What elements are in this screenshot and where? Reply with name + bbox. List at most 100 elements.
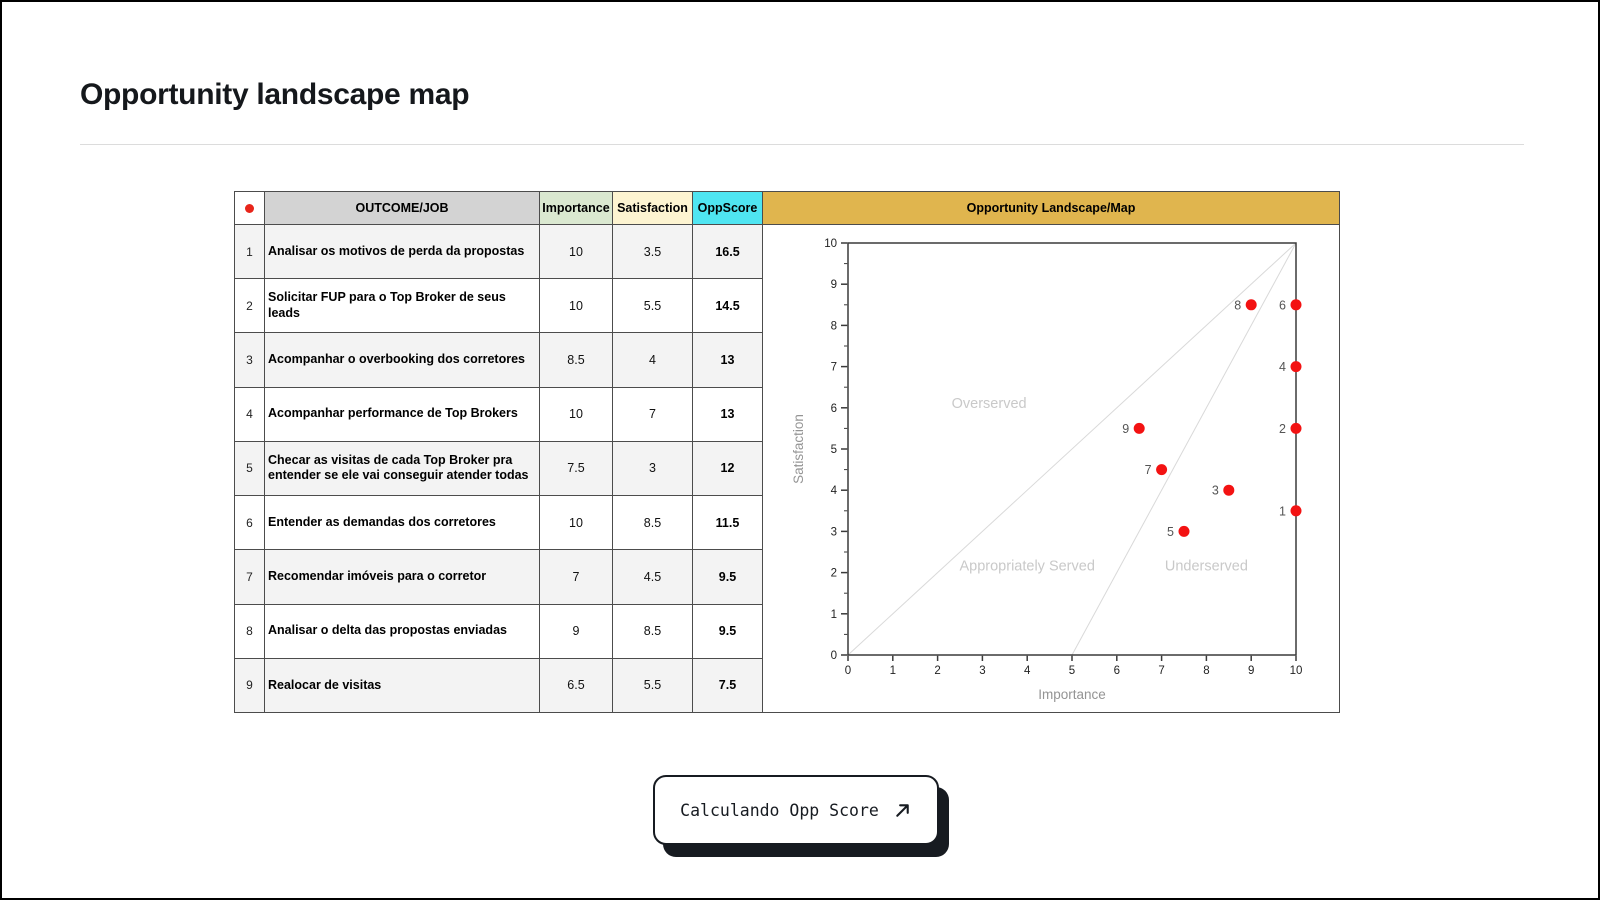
x-tick-label: 3 bbox=[979, 665, 985, 677]
table-row: 7 Recomendar imóveis para o corretor 7 4.5 9… bbox=[234, 549, 763, 605]
scatter-point bbox=[1290, 299, 1302, 311]
outcome-cell: Acompanhar o overbooking dos corretores bbox=[264, 332, 540, 388]
oppscore-cell: 12 bbox=[692, 440, 763, 497]
scatter-point bbox=[1178, 525, 1190, 537]
title-divider bbox=[80, 144, 1524, 145]
importance-cell: 10 bbox=[539, 495, 613, 551]
table-row: 8 Analisar o delta das propostas enviadas… bbox=[234, 603, 763, 659]
y-tick-label: 5 bbox=[831, 444, 837, 456]
outcome-cell: Acompanhar performance de Top Brokers bbox=[264, 386, 540, 442]
scatter-point bbox=[1133, 422, 1145, 434]
opportunity-panel: OUTCOME/JOB Importance Satisfaction OppS… bbox=[234, 191, 1340, 714]
calculate-opp-score-button[interactable]: Calculando Opp Score bbox=[653, 775, 939, 845]
importance-header-cell: Importance bbox=[539, 191, 613, 225]
x-tick-label: 1 bbox=[890, 665, 896, 677]
reference-line bbox=[847, 242, 1297, 656]
zone-label: Overserved bbox=[952, 396, 1027, 412]
plot-frame bbox=[847, 242, 1297, 656]
zone-label: Underserved bbox=[1165, 559, 1248, 575]
y-tick-label: 2 bbox=[831, 568, 837, 580]
y-tick-label: 4 bbox=[831, 485, 838, 497]
scatter-point-label: 3 bbox=[1212, 484, 1219, 498]
row-number: 3 bbox=[234, 332, 265, 388]
row-number: 5 bbox=[234, 440, 265, 497]
table-row: 3 Acompanhar o overbooking dos corretores… bbox=[234, 332, 763, 388]
oppscore-cell: 16.5 bbox=[692, 223, 763, 280]
oppscore-cell: 11.5 bbox=[692, 495, 763, 551]
importance-cell: 8.5 bbox=[539, 332, 613, 388]
y-tick-label: 0 bbox=[831, 650, 837, 662]
outcome-table: OUTCOME/JOB Importance Satisfaction OppS… bbox=[234, 191, 763, 714]
satisfaction-cell: 3.5 bbox=[612, 223, 693, 280]
y-axis-title: Satisfaction bbox=[791, 414, 806, 484]
oppscore-cell: 13 bbox=[692, 332, 763, 388]
scatter-point bbox=[1290, 361, 1302, 373]
oppscore-cell: 7.5 bbox=[692, 657, 763, 714]
outcome-cell: Analisar os motivos de perda da proposta… bbox=[264, 223, 540, 280]
x-tick-label: 2 bbox=[934, 665, 940, 677]
x-tick-label: 10 bbox=[1290, 665, 1303, 677]
y-tick-label: 10 bbox=[824, 238, 837, 250]
row-number: 8 bbox=[234, 603, 265, 659]
scatter-point bbox=[1245, 299, 1257, 311]
oppscore-cell: 13 bbox=[692, 386, 763, 442]
outcome-cell: Recomendar imóveis para o corretor bbox=[264, 549, 540, 605]
scatter-point-label: 2 bbox=[1279, 422, 1286, 436]
x-tick-label: 9 bbox=[1248, 665, 1254, 677]
table-row: 2 Solicitar FUP para o Top Broker de seus… bbox=[234, 278, 763, 334]
satisfaction-cell: 5.5 bbox=[612, 657, 693, 714]
satisfaction-cell: 7 bbox=[612, 386, 693, 442]
scatter-point bbox=[1223, 484, 1235, 496]
importance-cell: 7.5 bbox=[539, 440, 613, 497]
x-tick-label: 6 bbox=[1114, 665, 1120, 677]
satisfaction-cell: 4.5 bbox=[612, 549, 693, 605]
row-number: 2 bbox=[234, 278, 265, 334]
oppscore-cell: 14.5 bbox=[692, 278, 763, 334]
satisfaction-cell: 5.5 bbox=[612, 278, 693, 334]
scatter-point bbox=[1290, 505, 1302, 517]
chart-title: Opportunity Landscape/Map bbox=[763, 192, 1339, 225]
row-number: 7 bbox=[234, 549, 265, 605]
scatter-point-label: 1 bbox=[1279, 504, 1286, 518]
table-row: 1 Analisar os motivos de perda da propost… bbox=[234, 223, 763, 280]
page-title: Opportunity landscape map bbox=[80, 78, 470, 111]
satisfaction-cell: 3 bbox=[612, 440, 693, 497]
reference-line bbox=[1071, 242, 1297, 656]
y-tick-label: 3 bbox=[831, 526, 837, 538]
oppscore-header-cell: OppScore bbox=[692, 191, 763, 225]
y-tick-label: 1 bbox=[831, 609, 837, 621]
red-dot-icon bbox=[245, 204, 254, 214]
arrow-up-right-icon bbox=[896, 803, 909, 817]
satisfaction-cell: 8.5 bbox=[612, 603, 693, 659]
satisfaction-cell: 4 bbox=[612, 332, 693, 388]
importance-cell: 10 bbox=[539, 278, 613, 334]
row-number: 4 bbox=[234, 386, 265, 442]
scatter-point-label: 5 bbox=[1167, 525, 1174, 539]
outcome-header-cell: OUTCOME/JOB bbox=[264, 191, 540, 225]
zone-label: Appropriately Served bbox=[959, 559, 1094, 575]
scatter-point bbox=[1156, 464, 1168, 476]
outcome-cell: Checar as visitas de cada Top Broker pra… bbox=[264, 440, 540, 497]
opportunity-scatter-chart: Overserved Appropriately Served Underserve… bbox=[791, 238, 1303, 702]
x-axis-title: Importance bbox=[1038, 687, 1106, 702]
satisfaction-cell: 8.5 bbox=[612, 495, 693, 551]
oppscore-cell: 9.5 bbox=[692, 603, 763, 659]
table-header-row: OUTCOME/JOB Importance Satisfaction OppS… bbox=[234, 191, 763, 225]
table-row: 6 Entender as demandas dos corretores 10 8.… bbox=[234, 495, 763, 551]
row-number: 9 bbox=[234, 657, 265, 714]
y-tick-label: 9 bbox=[831, 279, 837, 291]
importance-cell: 6.5 bbox=[539, 657, 613, 714]
scatter-point-label: 9 bbox=[1122, 422, 1129, 436]
importance-cell: 9 bbox=[539, 603, 613, 659]
outcome-cell: Entender as demandas dos corretores bbox=[264, 495, 540, 551]
chart-panel: Opportunity Landscape/Map Overserved Appr… bbox=[763, 191, 1340, 713]
outcome-cell: Solicitar FUP para o Top Broker de seus … bbox=[264, 278, 540, 334]
y-tick-label: 6 bbox=[831, 403, 837, 415]
importance-cell: 10 bbox=[539, 223, 613, 280]
scatter-point-label: 7 bbox=[1145, 463, 1152, 477]
marker-header-cell bbox=[234, 191, 265, 225]
row-number: 1 bbox=[234, 223, 265, 280]
scatter-point-label: 8 bbox=[1234, 298, 1241, 312]
outcome-cell: Realocar de visitas bbox=[264, 657, 540, 714]
